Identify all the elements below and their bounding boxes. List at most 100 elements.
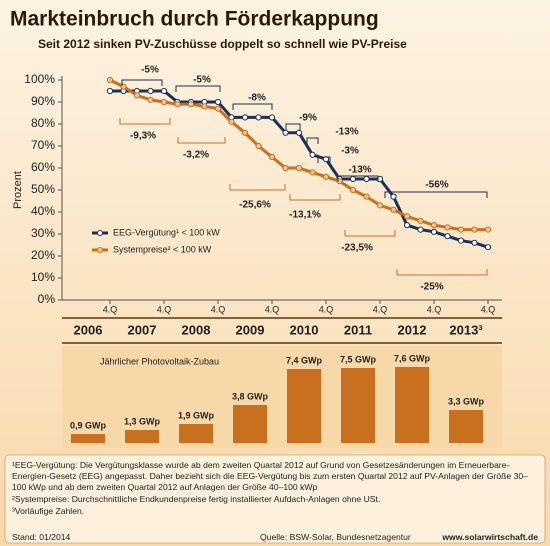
bar-title: Jährlicher Photovoltaik-Zubau	[100, 356, 219, 366]
point	[363, 193, 370, 200]
annotation: -3,2%	[183, 150, 209, 161]
y-tick-label: 60%	[31, 160, 55, 174]
footnotes: ¹EEG-Vergütung: Die Vergütungsklasse wur…	[12, 460, 538, 518]
x-tick-label: 4.Q	[373, 304, 388, 314]
legend-marker	[97, 247, 103, 253]
point	[376, 202, 384, 209]
legend-marker	[97, 230, 103, 236]
annotation: -9%	[299, 113, 317, 124]
y-tick-label: 20%	[31, 248, 55, 262]
footnote: ¹EEG-Vergütung: Die Vergütungsklasse wur…	[12, 460, 528, 492]
point	[133, 92, 141, 99]
bar	[395, 367, 429, 443]
point	[484, 244, 492, 251]
point	[390, 206, 397, 213]
annotation-bracket	[344, 230, 396, 237]
legend-label: EEG-Vergütung¹ < 100 kW	[113, 227, 220, 237]
date: Stand: 01/2014	[12, 532, 71, 542]
point	[106, 87, 114, 95]
title: Markteinbruch durch Förderkappung	[10, 8, 379, 31]
bar-value-label: 1,3 GWp	[124, 416, 161, 426]
year-label: 2012	[398, 322, 427, 337]
point	[255, 142, 262, 150]
y-tick-label: 50%	[31, 182, 55, 196]
point	[106, 76, 114, 84]
annotation-bracket	[229, 184, 286, 191]
point	[214, 98, 222, 106]
point	[255, 114, 262, 121]
x-tick-label: 4.Q	[427, 304, 442, 314]
annotation: -8%	[248, 93, 266, 104]
point	[228, 118, 235, 125]
footnote: ³Vorläufige Zahlen.	[12, 506, 85, 516]
annotation-bracket	[337, 175, 379, 182]
point	[160, 98, 168, 106]
point	[417, 226, 424, 233]
point	[268, 153, 276, 161]
annotation: -23,5%	[341, 243, 373, 254]
bar	[341, 368, 375, 443]
annotation-bracket	[306, 137, 319, 144]
annotation: -56%	[425, 180, 448, 191]
year-label: 2010	[290, 322, 319, 337]
annotation-bracket	[177, 137, 226, 144]
bar	[71, 434, 105, 443]
point	[201, 103, 208, 110]
annotation-bracket	[384, 191, 488, 198]
source: Quelle: BSW-Solar, Bundesnetzagentur	[260, 532, 411, 542]
y-tick-label: 70%	[31, 138, 55, 152]
year-label: 2007	[128, 322, 157, 337]
annotation-bracket	[119, 118, 171, 125]
point	[295, 129, 303, 136]
annotation-bracket	[289, 194, 341, 201]
year-label: 2006	[74, 322, 103, 337]
annotation-bracket	[175, 85, 221, 92]
point	[282, 129, 289, 136]
annotation: -5%	[193, 75, 211, 86]
point	[376, 175, 384, 183]
bar	[233, 405, 267, 443]
annotation-bracket	[121, 79, 163, 86]
point	[390, 193, 397, 200]
point	[430, 228, 438, 235]
footnote: ²Systempreise: Durchschnittliche Endkund…	[12, 494, 381, 504]
point	[403, 213, 411, 220]
point	[457, 237, 465, 244]
point	[214, 105, 222, 112]
annotation-bracket	[317, 156, 331, 163]
x-tick-label: 4.Q	[481, 304, 496, 314]
point	[457, 226, 465, 233]
point	[147, 96, 154, 103]
point	[268, 114, 276, 121]
bar-value-label: 1,9 GWp	[178, 410, 215, 420]
y-tick-label: 40%	[31, 204, 55, 218]
x-tick-label: 4.Q	[211, 304, 226, 314]
bar	[449, 410, 483, 443]
subtitle: Seit 2012 sinken PV-Zuschüsse doppelt so…	[38, 37, 407, 51]
legend-label: Systempreise² < 100 kW	[113, 244, 212, 254]
bar-value-label: 0,9 GWp	[70, 420, 107, 430]
point	[309, 169, 316, 176]
point	[484, 226, 492, 233]
y-axis-label: Prozent	[12, 171, 24, 209]
bar	[125, 430, 159, 443]
point	[417, 217, 424, 224]
x-tick-label: 4.Q	[265, 304, 280, 314]
point	[444, 224, 451, 231]
point	[349, 186, 357, 194]
bar-value-label: 3,3 GWp	[448, 396, 485, 406]
point	[295, 164, 303, 172]
y-tick-label: 90%	[31, 94, 55, 108]
y-tick-label: 100%	[24, 72, 55, 86]
y-tick-label: 80%	[31, 116, 55, 130]
annotation-bracket	[232, 103, 273, 110]
annotation: -13%	[335, 127, 358, 138]
y-tick-label: 0%	[38, 292, 56, 306]
point	[241, 114, 249, 121]
bar	[287, 369, 321, 443]
point	[309, 151, 316, 158]
annotation: -13%	[348, 165, 371, 176]
x-tick-label: 4.Q	[103, 304, 118, 314]
point	[147, 87, 154, 95]
